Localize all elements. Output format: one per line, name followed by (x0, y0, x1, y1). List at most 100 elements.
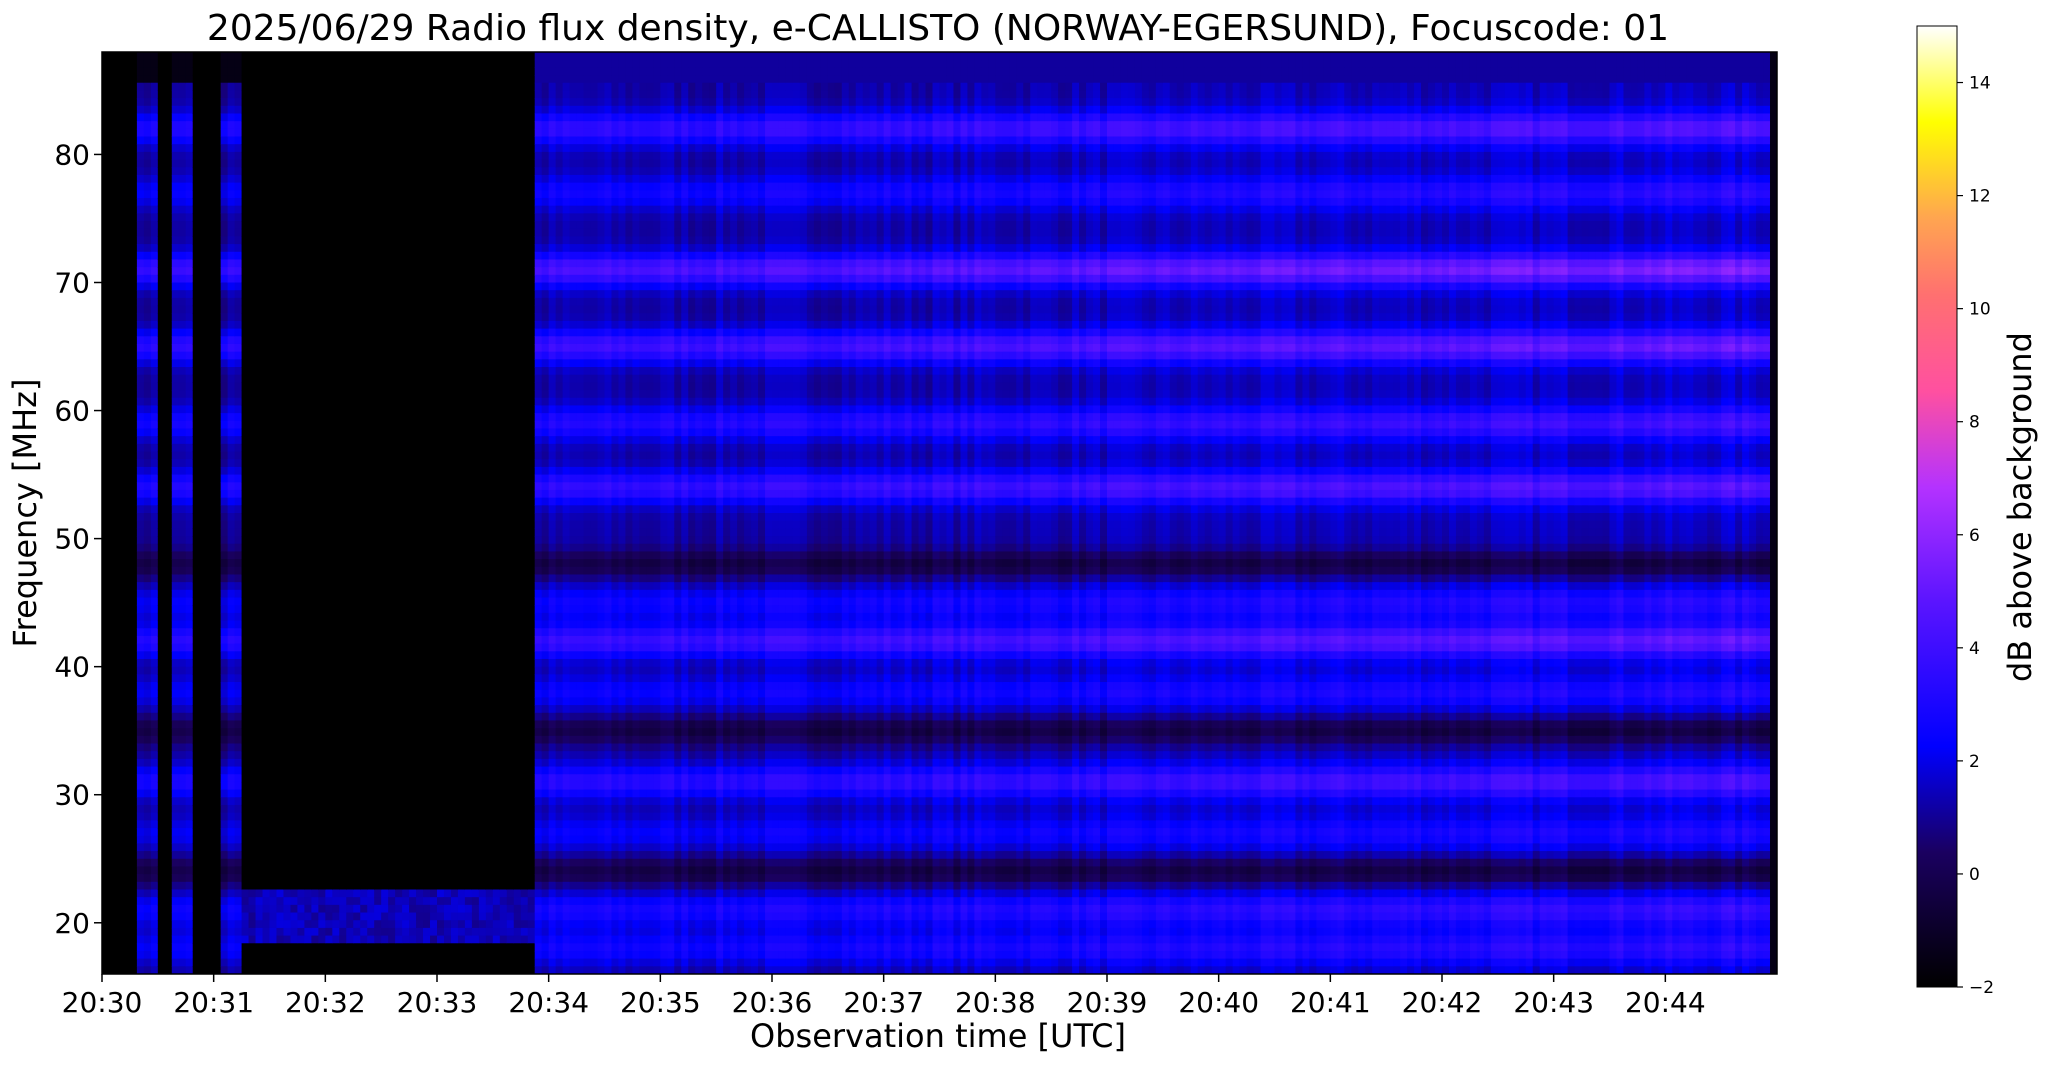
spectrogram-cell (193, 521, 201, 529)
spectrogram-cell (130, 536, 138, 544)
spectrogram-cell (235, 705, 243, 713)
spectrogram-cell (290, 598, 298, 606)
spectrogram-cell (353, 782, 361, 790)
spectrogram-cell (270, 359, 278, 367)
spectrogram-cell (193, 421, 201, 429)
spectrogram-cell (353, 67, 361, 75)
spectrogram-cell (346, 528, 354, 536)
spectrogram-cell (318, 682, 326, 690)
spectrogram-cell (193, 375, 201, 383)
spectrogram-cell (304, 882, 312, 890)
spectrogram-cell (109, 528, 117, 536)
spectrogram-cell (353, 75, 361, 83)
spectrogram-cell (165, 805, 173, 813)
spectrogram-cell (193, 398, 201, 406)
spectrogram-cell (311, 836, 319, 844)
spectrogram-cell (353, 244, 361, 252)
spectrogram-cell (270, 567, 278, 575)
spectrogram-cell (221, 167, 229, 175)
spectrogram-cell (276, 920, 284, 928)
spectrogram-cell (109, 843, 117, 851)
spectrogram-cell (109, 459, 117, 467)
spectrogram-cell (374, 544, 382, 552)
spectrogram-cell (172, 213, 180, 221)
spectrogram-cell (346, 160, 354, 168)
spectrogram-cell (283, 797, 291, 805)
spectrogram-cell (109, 275, 117, 283)
spectrogram-cell (221, 75, 229, 83)
spectrogram-cell (130, 728, 138, 736)
spectrogram-cell (263, 413, 271, 421)
spectrogram-cell (179, 121, 187, 129)
spectrogram-cell (332, 113, 340, 121)
spectrogram-cell (332, 936, 340, 944)
spectrogram-cell (346, 744, 354, 752)
spectrogram-cell (151, 283, 159, 291)
spectrogram-cell (276, 321, 284, 329)
spectrogram-cell (332, 436, 340, 444)
spectrogram-cell (346, 113, 354, 121)
spectrogram-cell (339, 651, 347, 659)
spectrogram-cell (193, 590, 201, 598)
spectrogram-cell (339, 321, 347, 329)
spectrogram-cell (242, 928, 250, 936)
spectrogram-cell (179, 60, 187, 68)
spectrogram-cell (144, 843, 152, 851)
spectrogram-cell (172, 797, 180, 805)
spectrogram-cell (249, 413, 257, 421)
spectrogram-cell (332, 259, 340, 267)
spectrogram-cell (158, 736, 166, 744)
spectrogram-cell (144, 905, 152, 913)
spectrogram-cell (304, 774, 312, 782)
spectrogram-cell (130, 221, 138, 229)
spectrogram-cell (325, 644, 333, 652)
spectrogram-cell (242, 644, 250, 652)
spectrogram-cell (235, 452, 243, 460)
spectrogram-cell (353, 713, 361, 721)
spectrogram-cell (144, 475, 152, 483)
spectrogram-cell (304, 160, 312, 168)
spectrogram-cell (311, 190, 319, 198)
spectrogram-cell (193, 467, 201, 475)
spectrogram-cell (374, 221, 382, 229)
spectrogram-cell (374, 344, 382, 352)
spectrogram-cell (179, 290, 187, 298)
spectrogram-cell (200, 236, 208, 244)
spectrogram-cell (263, 213, 271, 221)
spectrogram-cell (360, 413, 368, 421)
spectrogram-cell (109, 490, 117, 498)
spectrogram-cell (270, 60, 278, 68)
spectrogram-cell (311, 67, 319, 75)
spectrogram-cell (130, 482, 138, 490)
spectrogram-cell (353, 744, 361, 752)
spectrogram-cell (353, 290, 361, 298)
spectrogram-cell (374, 137, 382, 145)
spectrogram-cell (116, 275, 124, 283)
spectrogram-cell (332, 551, 340, 559)
spectrogram-cell (214, 121, 222, 129)
spectrogram-cell (346, 674, 354, 682)
spectrogram-cell (346, 790, 354, 798)
spectrogram-cell (290, 690, 298, 698)
spectrogram-cell (249, 382, 257, 390)
spectrogram-cell (283, 198, 291, 206)
spectrogram-cell (270, 436, 278, 444)
spectrogram-cell (137, 75, 145, 83)
spectrogram-cell (311, 213, 319, 221)
spectrogram-cell (123, 229, 131, 237)
spectrogram-cell (102, 283, 110, 291)
spectrogram-cell (102, 313, 110, 321)
spectrogram-cell (381, 137, 389, 145)
spectrogram-cell (214, 751, 222, 759)
spectrogram-cell (367, 106, 375, 114)
spectrogram-cell (276, 720, 284, 728)
spectrogram-cell (123, 836, 131, 844)
spectrogram-cell (256, 137, 264, 145)
spectrogram-cell (242, 813, 250, 821)
spectrogram-cell (270, 574, 278, 582)
spectrogram-cell (144, 106, 152, 114)
spectrogram-cell (158, 621, 166, 629)
spectrogram-cell (276, 459, 284, 467)
spectrogram-cell (360, 651, 368, 659)
spectrogram-cell (339, 421, 347, 429)
